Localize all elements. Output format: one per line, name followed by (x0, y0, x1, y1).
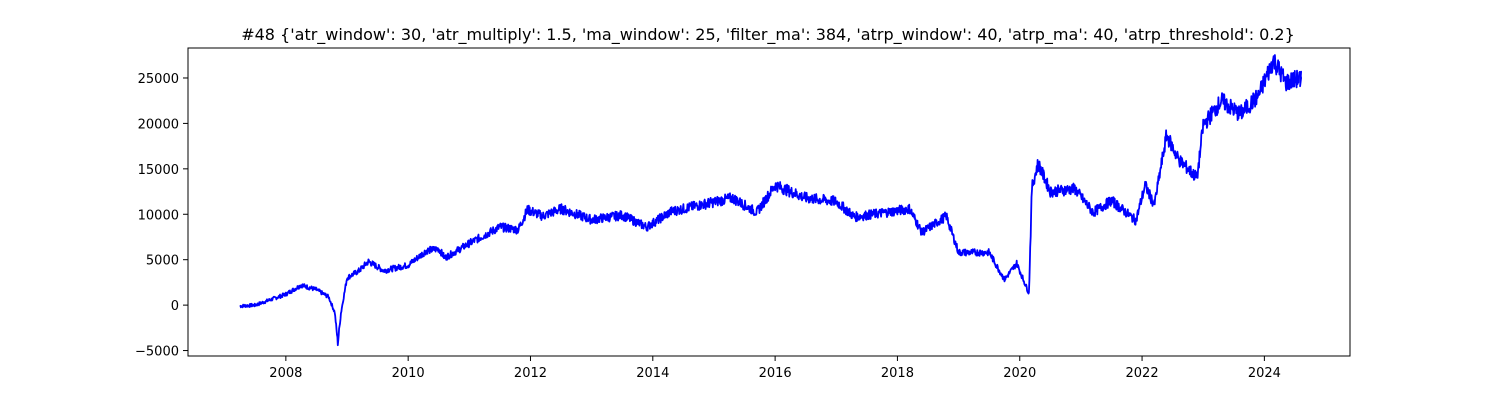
x-tick-label: 2020 (1003, 366, 1036, 381)
x-axis: 2008 2010 2012 2014 2016 2018 2020 2022 2024 (269, 356, 1281, 381)
y-tick-label: −5000 (135, 345, 179, 360)
series-line (239, 54, 1302, 347)
x-tick-label: 2022 (1126, 366, 1159, 381)
series-layer (239, 54, 1302, 347)
y-tick-label: 0 (171, 299, 179, 314)
y-tick-label: 25000 (138, 72, 179, 87)
y-axis: −5000 0 5000 10000 15000 20000 25000 (135, 72, 188, 360)
x-tick-label: 2014 (636, 366, 669, 381)
y-tick-label: 20000 (138, 117, 179, 132)
x-tick-label: 2016 (759, 366, 792, 381)
plot-area-frame (187, 47, 1351, 357)
y-tick-label: 15000 (138, 163, 179, 178)
x-tick-label: 2012 (514, 366, 547, 381)
x-tick-label: 2010 (392, 366, 425, 381)
y-tick-label: 10000 (138, 208, 179, 223)
x-tick-label: 2024 (1248, 366, 1281, 381)
y-tick-label: 5000 (146, 254, 179, 269)
x-tick-label: 2008 (269, 366, 302, 381)
chart-title: #48 {'atr_window': 30, 'atr_multiply': 1… (241, 25, 1295, 45)
x-tick-label: 2018 (881, 366, 914, 381)
